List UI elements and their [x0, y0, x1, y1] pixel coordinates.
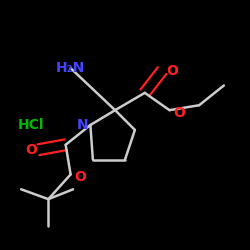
Text: H₂N: H₂N [56, 61, 85, 75]
Text: HCl: HCl [18, 118, 44, 132]
Text: O: O [174, 106, 185, 120]
Text: O: O [74, 170, 86, 184]
Text: O: O [166, 64, 178, 78]
Text: N: N [77, 118, 89, 132]
Text: O: O [25, 143, 37, 157]
